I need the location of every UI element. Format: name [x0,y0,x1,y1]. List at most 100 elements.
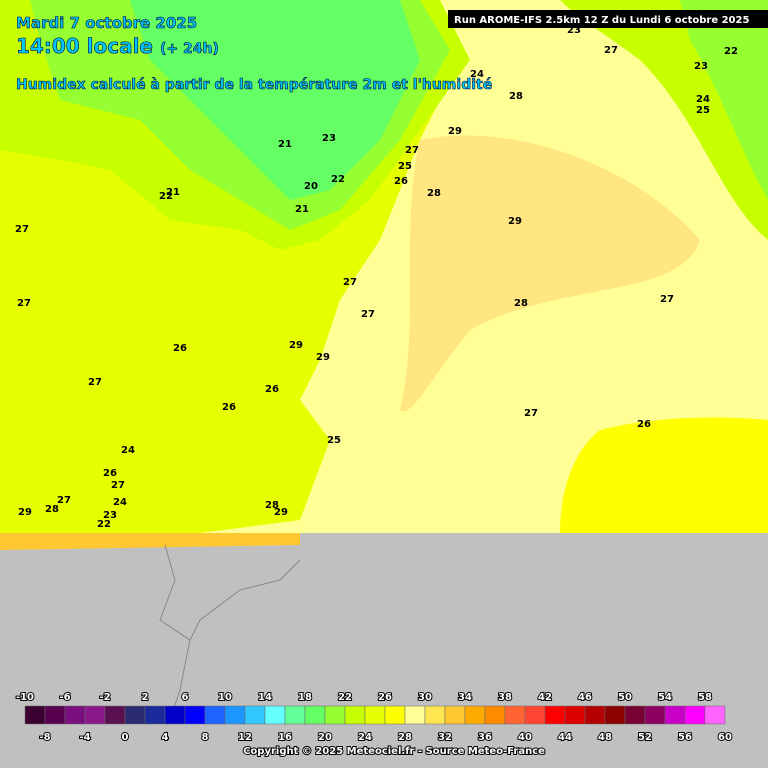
legend-label: 6 [182,692,189,703]
time: 14:00 locale [16,34,153,58]
legend-swatch [304,705,326,725]
legend-label: 8 [202,732,209,743]
legend-swatch [204,705,226,725]
legend-label: 60 [718,732,732,743]
legend-swatch [224,705,246,725]
legend-label: 18 [298,692,312,703]
legend-swatch [364,705,386,725]
legend-label: 52 [638,732,652,743]
contour-label: 29 [289,340,303,351]
legend-label: -10 [16,692,34,703]
legend-swatch [104,705,126,725]
legend-label: 58 [698,692,712,703]
legend-swatch [64,705,86,725]
legend-swatch [484,705,506,725]
legend-swatch [684,705,706,725]
warm-zone [400,135,700,412]
contour-label: 23 [694,61,708,72]
legend-label: 14 [258,692,272,703]
contour-label: 27 [15,224,29,235]
contour-label: 28 [514,298,528,309]
legend-swatch [344,705,366,725]
contour-label: 28 [509,91,523,102]
contour-label: 22 [97,519,111,530]
contour-label: 22 [724,46,738,57]
legend-label: 10 [218,692,232,703]
contour-label: 28 [427,188,441,199]
contour-label: 29 [448,126,462,137]
contour-label: 23 [322,133,336,144]
legend-label: -4 [79,732,90,743]
legend-swatch [604,705,626,725]
contour-label: 22 [331,174,345,185]
legend-label: 20 [318,732,332,743]
legend-label: 30 [418,692,432,703]
contour-label: 21 [278,139,292,150]
contour-label: 20 [304,181,318,192]
lead-time: (+ 24h) [160,41,219,57]
legend-label: 48 [598,732,612,743]
legend-swatch [44,705,66,725]
contour-label: 26 [103,468,117,479]
contour-label: 27 [524,408,538,419]
legend-swatch [384,705,406,725]
legend-swatch [84,705,106,725]
legend-label: 40 [518,732,532,743]
copyright: Copyright © 2025 Meteociel.fr - Source M… [243,746,545,757]
date: Mardi 7 octobre 2025 [16,14,197,32]
legend-label: 44 [558,732,572,743]
legend-label: 2 [142,692,149,703]
contour-label: 24 [696,94,710,105]
legend-swatch [664,705,686,725]
contour-label: 25 [327,435,341,446]
contour-label: 26 [173,343,187,354]
legend-swatch [424,705,446,725]
legend-label: 32 [438,732,452,743]
run-label: Run AROME-IFS 2.5km 12 Z du Lundi 6 octo… [454,15,749,26]
contour-label: 23 [103,510,117,521]
contour-label: 26 [394,176,408,187]
subtitle: Humidex calculé à partir de la températu… [16,77,492,93]
legend-swatch [324,705,346,725]
legend-swatch [704,705,726,725]
contour-label: 21 [166,187,180,198]
contour-label: 28 [45,504,59,515]
contour-label: 25 [398,161,412,172]
contour-label: 28 [265,500,279,511]
contour-label: 25 [696,105,710,116]
contour-label: 27 [343,277,357,288]
contour-label: 29 [18,507,32,518]
contour-label: 27 [604,45,618,56]
legend-label: 22 [338,692,352,703]
contour-label: 29 [316,352,330,363]
legend-label: 12 [238,732,252,743]
legend-swatch [544,705,566,725]
legend-label: 42 [538,692,552,703]
legend-label: 38 [498,692,512,703]
contour-label: 26 [637,419,651,430]
legend-swatch [524,705,546,725]
legend-label: -6 [59,692,70,703]
legend-label: 26 [378,692,392,703]
legend-label: 34 [458,692,472,703]
legend-swatch [404,705,426,725]
contour-label: 22 [159,191,173,202]
contour-label: 27 [88,377,102,388]
contour-label: 27 [17,298,31,309]
contour-label: 21 [295,204,309,215]
legend-swatch [624,705,646,725]
legend-swatch [284,705,306,725]
contour-label: 27 [660,294,674,305]
legend-swatch [444,705,466,725]
contour-label: 27 [361,309,375,320]
yellow-zone [560,417,768,533]
legend-label: 28 [398,732,412,743]
legend-label: 24 [358,732,372,743]
legend-swatch [244,705,266,725]
contour-label: 29 [508,216,522,227]
legend-swatch [124,705,146,725]
legend-label: 54 [658,692,672,703]
east-green-zone [680,0,768,200]
legend-swatch [144,705,166,725]
